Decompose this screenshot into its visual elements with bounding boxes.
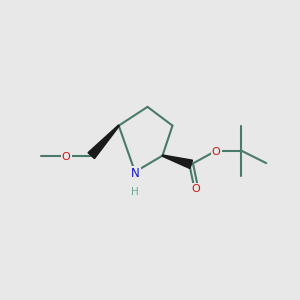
Text: N: N [130, 167, 140, 180]
Text: O: O [192, 184, 201, 194]
Text: O: O [212, 147, 220, 157]
Text: H: H [131, 187, 139, 196]
Polygon shape [162, 155, 193, 169]
Text: O: O [62, 152, 70, 162]
Polygon shape [88, 125, 119, 159]
